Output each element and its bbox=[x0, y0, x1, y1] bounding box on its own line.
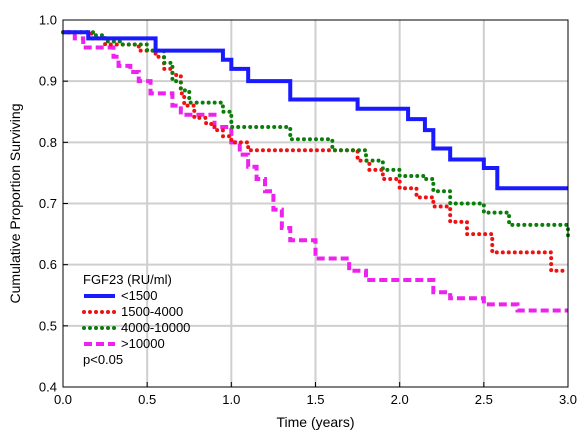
y-tick-label: 0.4 bbox=[39, 380, 57, 395]
x-tick-label: 2.5 bbox=[475, 392, 493, 407]
x-tick-label: 0.0 bbox=[54, 392, 72, 407]
y-axis-title: Cumulative Proportion Surviving bbox=[7, 104, 23, 304]
x-tick-label: 1.5 bbox=[306, 392, 324, 407]
legend-label: 4000-10000 bbox=[121, 320, 190, 335]
y-tick-label: 0.5 bbox=[39, 318, 57, 333]
x-tick-label: 3.0 bbox=[559, 392, 577, 407]
y-tick-label: 0.6 bbox=[39, 257, 57, 272]
tick-layer: 0.0 0.5 1.0 1.5 2.0 2.5 3.0 0.4 0.5 0.6 0.7 0.8 0.9 1… bbox=[39, 13, 577, 408]
x-tick-label: 1.0 bbox=[222, 392, 240, 407]
legend-label: 1500-4000 bbox=[121, 304, 183, 319]
series-line-0 bbox=[63, 30, 568, 191]
y-tick-label: 0.7 bbox=[39, 196, 57, 211]
series-layer bbox=[61, 30, 570, 313]
x-tick-label: 0.5 bbox=[138, 392, 156, 407]
legend-title: FGF23 (RU/ml) bbox=[83, 272, 172, 287]
series-line-1 bbox=[61, 30, 570, 273]
legend-label: <1500 bbox=[121, 288, 158, 303]
legend-label: >10000 bbox=[121, 336, 165, 351]
series-line-2 bbox=[61, 30, 570, 240]
x-tick-label: 2.0 bbox=[391, 392, 409, 407]
series-line-3 bbox=[63, 30, 568, 313]
x-axis-title: Time (years) bbox=[276, 414, 354, 430]
legend: FGF23 (RU/ml) <15001500-40004000-10000>1… bbox=[82, 272, 190, 367]
y-tick-label: 1.0 bbox=[39, 13, 57, 28]
p-value-annotation: p<0.05 bbox=[83, 352, 123, 367]
y-tick-label: 0.9 bbox=[39, 74, 57, 89]
y-tick-label: 0.8 bbox=[39, 135, 57, 150]
